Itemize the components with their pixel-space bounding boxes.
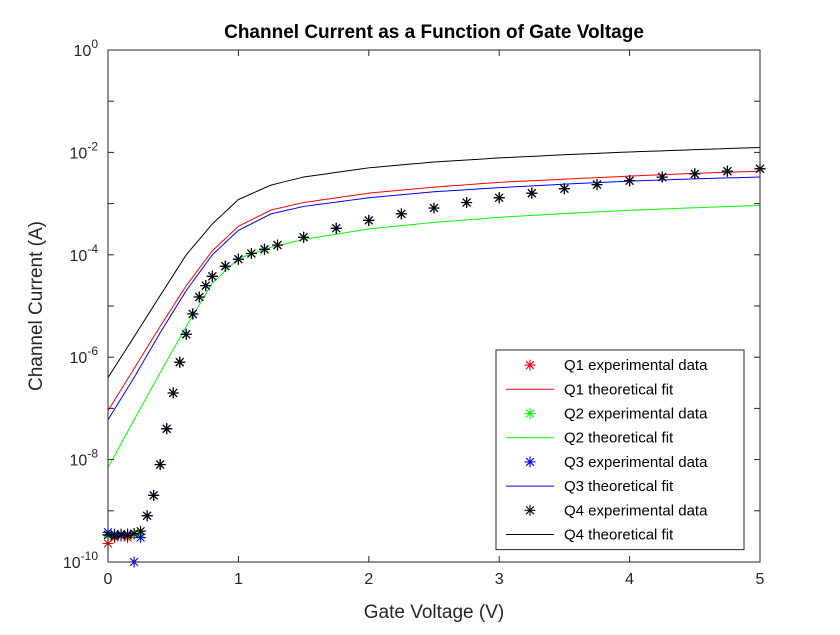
- data-point-q4: [428, 202, 440, 214]
- y-axis-ticks: 10-10 10-8 10-6 10-4 10-2 100: [63, 37, 760, 572]
- data-point-q4: [526, 187, 538, 199]
- data-point-q4: [493, 192, 505, 204]
- data-point-q4: [558, 183, 570, 195]
- x-axis-label: Gate Voltage (V): [364, 602, 504, 623]
- y-tick-label: 10-6: [70, 344, 99, 367]
- x-tick-label: 3: [495, 571, 504, 588]
- x-tick-label: 1: [234, 571, 243, 588]
- x-tick-label: 5: [756, 571, 765, 588]
- legend-label-q1: Q1 theoretical fit: [564, 381, 674, 398]
- data-point-q4: [135, 525, 147, 537]
- data-point-q4: [272, 239, 284, 251]
- data-point-q4: [656, 171, 668, 183]
- data-point-q4: [154, 459, 166, 471]
- data-point-q4: [219, 260, 231, 272]
- data-point-q4: [298, 231, 310, 243]
- x-tick-label: 4: [625, 571, 634, 588]
- data-point-q4: [141, 510, 153, 522]
- legend-label-q2: Q2 experimental data: [564, 406, 708, 423]
- data-point-q4: [245, 248, 257, 260]
- data-point-q4: [122, 529, 134, 541]
- data-point-q4: [461, 197, 473, 209]
- experimental-markers: [102, 163, 766, 568]
- legend-marker-q2: [524, 408, 536, 419]
- fit-curves: [107, 146, 761, 468]
- data-point-q4: [330, 222, 342, 234]
- x-axis-ticks: 0 1 2 3 4 5: [104, 50, 765, 588]
- legend-marker-q1: [524, 359, 536, 371]
- x-tick-label: 2: [364, 571, 373, 588]
- legend-marker-q3: [524, 456, 536, 468]
- y-tick-label: 10-10: [63, 549, 98, 572]
- legend-marker-q4: [524, 504, 536, 516]
- legend: Q1 experimental data Q1 theoretical fit Q2…: [495, 349, 745, 551]
- data-point-q4: [180, 328, 192, 340]
- data-point-q4: [167, 387, 179, 399]
- legend-label-q4: Q4 theoretical fit: [564, 527, 674, 544]
- data-point-q4: [115, 528, 127, 540]
- y-tick-label: 10-2: [70, 139, 99, 162]
- legend-label-q3: Q3 experimental data: [564, 454, 708, 471]
- data-point-q4: [174, 356, 186, 368]
- data-point-q4: [258, 243, 270, 255]
- data-point-q4: [721, 165, 733, 177]
- legend-label-q1: Q1 experimental data: [564, 357, 708, 374]
- legend-label-q4: Q4 experimental data: [564, 502, 708, 519]
- data-point-q4: [363, 214, 375, 226]
- data-point-q4: [395, 208, 407, 220]
- fit-line-q1: [107, 170, 761, 412]
- fit-line-q4: [107, 146, 761, 378]
- chart-title: Channel Current as a Function of Gate Vo…: [224, 22, 644, 43]
- y-tick-label: 10-8: [70, 447, 99, 470]
- y-tick-label: 100: [74, 37, 99, 60]
- data-point-q4: [200, 280, 212, 292]
- y-tick-label: 10-4: [70, 242, 99, 265]
- data-point-q4: [161, 423, 173, 435]
- data-point-q4: [689, 168, 701, 180]
- data-point-q4: [193, 291, 205, 303]
- data-point-q4: [187, 308, 199, 320]
- legend-box: [495, 349, 745, 551]
- y-axis-label: Channel Current (A): [26, 221, 47, 391]
- data-point-q4: [109, 530, 121, 542]
- fit-line-q3: [107, 176, 761, 421]
- legend-label-q3: Q3 theoretical fit: [564, 478, 674, 495]
- x-tick-label: 0: [104, 571, 113, 588]
- data-point-q4: [148, 489, 160, 501]
- legend-label-q2: Q2 theoretical fit: [564, 430, 674, 447]
- data-point-q4: [591, 179, 603, 191]
- data-point-q4: [206, 270, 218, 282]
- data-point-q4: [624, 175, 636, 187]
- data-point-q4: [232, 253, 244, 265]
